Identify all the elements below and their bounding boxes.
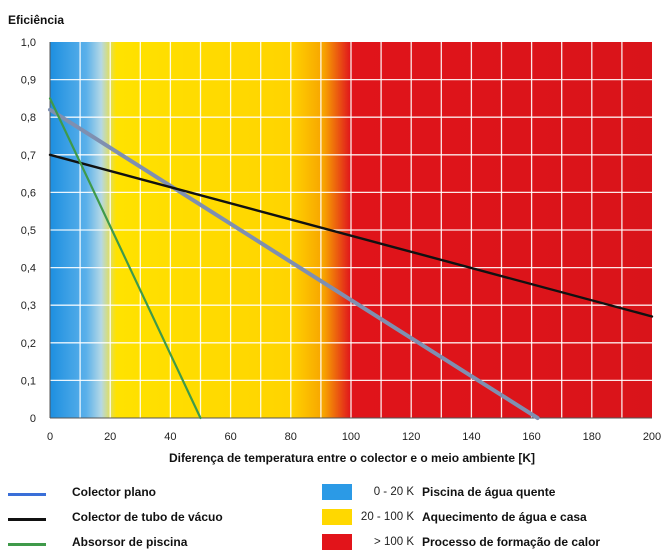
zone-swatch-aquecimento xyxy=(322,509,352,525)
y-tick-label: 0,1 xyxy=(21,375,36,387)
series-line-colector-de-tubo-de-v-cuo xyxy=(48,153,654,318)
x-tick-label: 80 xyxy=(285,431,297,443)
x-tick-label: 100 xyxy=(342,431,360,443)
y-axis-label: Eficiência xyxy=(8,13,64,27)
x-tick-labels: 0 20 40 60 80 100 120 140 160 180 200 xyxy=(47,431,661,443)
legend-line-colector-tubo-vacuo xyxy=(8,518,46,521)
zone-range-0-20: 0 - 20 K xyxy=(373,486,414,498)
y-tick-label: 0 xyxy=(30,413,36,425)
x-tick-label: 40 xyxy=(164,431,176,443)
zone-swatch-piscina xyxy=(322,484,352,500)
legend-line-colector-plano xyxy=(8,493,46,496)
series-line-absorsor-de-piscina xyxy=(48,97,202,420)
y-tick-label: 0,3 xyxy=(21,300,36,312)
zone-swatch-processo xyxy=(322,534,352,550)
series-lines xyxy=(48,97,654,420)
y-tick-label: 1,0 xyxy=(21,37,36,49)
x-axis-label: Diferença de temperatura entre o colecto… xyxy=(169,451,535,465)
y-tick-label: 0,9 xyxy=(21,75,36,87)
legend-label-colector-plano: Colector plano xyxy=(72,485,157,499)
y-tick-labels: 0 0,1 0,2 0,3 0,4 0,5 0,6 0,7 0,8 0,9 1,0 xyxy=(21,37,36,425)
legend-label-absorsor-piscina: Absorsor de piscina xyxy=(72,535,188,549)
x-tick-label: 140 xyxy=(462,431,480,443)
zone-label-aquecimento: Aquecimento de água e casa xyxy=(422,510,587,524)
x-tick-label: 120 xyxy=(402,431,420,443)
zone-label-piscina: Piscina de água quente xyxy=(422,485,556,499)
x-tick-label: 60 xyxy=(224,431,236,443)
axes xyxy=(49,42,652,419)
x-tick-label: 180 xyxy=(583,431,601,443)
series-line-colector-plano xyxy=(48,107,540,420)
x-tick-label: 200 xyxy=(643,431,661,443)
x-tick-label: 0 xyxy=(47,431,53,443)
y-tick-label: 0,4 xyxy=(21,263,36,275)
y-tick-label: 0,6 xyxy=(21,187,36,199)
y-tick-label: 0,7 xyxy=(21,150,36,162)
legend-label-colector-tubo-vacuo: Colector de tubo de vácuo xyxy=(72,510,223,524)
x-tick-label: 160 xyxy=(522,431,540,443)
gridlines xyxy=(50,42,652,418)
zone-label-processo: Processo de formação de calor xyxy=(422,535,601,549)
y-tick-label: 0,5 xyxy=(21,225,36,237)
x-tick-label: 20 xyxy=(104,431,116,443)
legend-line-absorsor-piscina xyxy=(8,543,46,546)
y-tick-label: 0,2 xyxy=(21,338,36,350)
zone-range-100-plus: > 100 K xyxy=(374,536,414,548)
zone-range-20-100: 20 - 100 K xyxy=(360,511,414,523)
y-tick-label: 0,8 xyxy=(21,112,36,124)
